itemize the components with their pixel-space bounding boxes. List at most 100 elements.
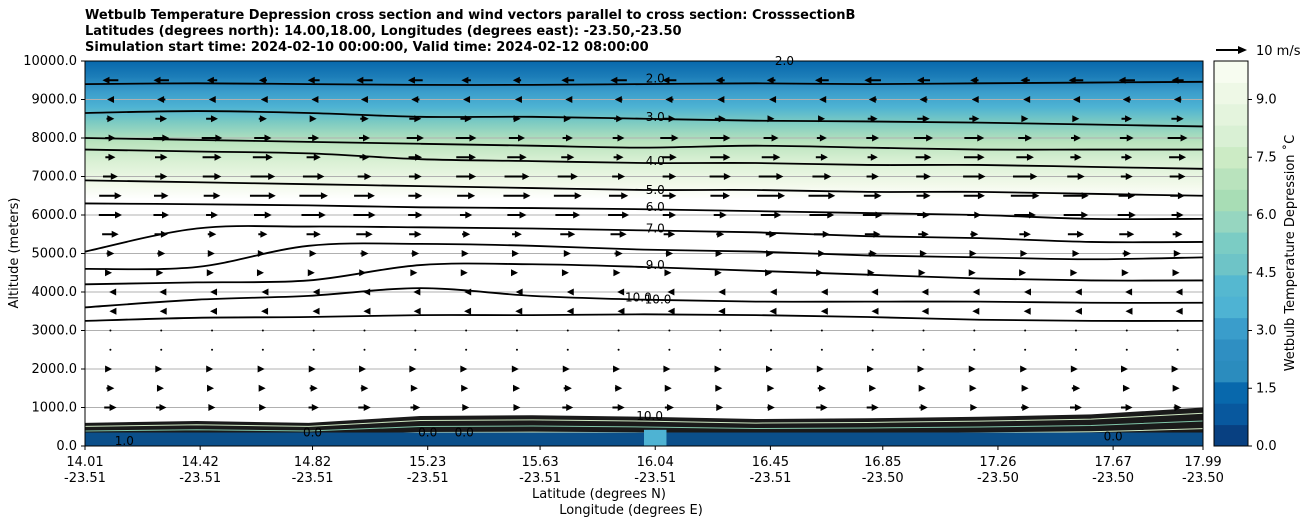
wind-vector [765,230,777,238]
x-tick-label-lat: 16.45 [752,455,789,470]
wind-vector-head [1074,288,1082,296]
wind-vector [1073,96,1081,103]
wind-vector [1024,329,1027,332]
x-tick-label-lon: -23.51 [179,471,221,486]
wind-vector [106,384,115,392]
wind-vector-head [102,76,110,84]
wind-vector [360,115,369,123]
wind-vector [718,307,726,315]
wind-vector [562,404,574,411]
wind-vector-head [206,269,214,277]
wind-vector-head [561,269,569,277]
wind-vector [208,404,216,411]
wind-vector-head [264,134,272,142]
wind-vector [871,307,879,315]
wind-vector [1173,250,1181,257]
wind-vector [767,404,775,411]
wind-vector-head [723,153,731,161]
wind-vector-head [1179,153,1187,161]
wind-vector-head [818,250,826,257]
wind-vector-head [613,365,621,373]
wind-vector-head [970,404,978,411]
wind-vector [309,384,318,392]
x-tick-label-lat: 14.01 [66,455,103,470]
wind-vector-head [714,365,722,373]
wind-vector [507,153,527,161]
wind-vector-head [972,288,980,296]
wind-vector [258,115,267,123]
wind-vector-head [107,384,115,392]
y-tick-label: 0.0 [56,439,77,454]
wind-vector [515,329,518,332]
contour-label: 5.0 [646,183,665,197]
wind-vector [109,348,112,351]
wind-vector [153,76,169,84]
wind-vector-head [621,192,629,200]
wind-vector [1018,134,1033,142]
wind-vector [963,192,985,200]
wind-vector-head [870,153,878,161]
contour-label: 4.0 [646,154,665,168]
wind-vector [1173,96,1182,103]
wind-vector [1021,115,1029,123]
wind-vector-head [978,173,986,180]
wind-vector-head [363,134,371,142]
colorbar-segment [1214,424,1248,447]
wind-vector [159,307,167,315]
wind-vector [710,134,731,142]
wind-vector [462,230,471,238]
wind-vector [410,404,421,411]
wind-vector-head [312,307,320,315]
colorbar-segment [1214,167,1248,190]
wind-vector [105,153,116,161]
wind-vector-head [109,307,117,315]
contour-label: 0.0 [1104,429,1123,443]
wind-vector [769,288,777,296]
wind-vector-head [414,230,422,238]
wind-vector-head [923,192,931,200]
wind-vector-head [1177,192,1185,200]
wind-vector-head [469,134,477,142]
isoline [85,313,1203,322]
wind-vector-head [718,288,726,296]
wind-vector-head [613,269,621,277]
wind-vector [1125,288,1133,296]
y-tick-label: 9000.0 [32,93,78,108]
wind-vector-head [1022,404,1030,411]
wind-vector-head [1172,384,1180,392]
chart-title-line-3: Simulation start time: 2024-02-10 00:00:… [85,40,649,55]
wind-vector [964,134,985,142]
wind-vector-head [1073,134,1081,142]
wind-vector [709,173,731,180]
wind-vector [972,307,980,315]
wind-vector-head [820,307,828,315]
wind-vector-head [824,173,832,180]
wind-vector [258,76,267,84]
isoline [85,80,1203,86]
wind-vector [868,250,877,257]
wind-vector [563,384,572,392]
wind-vector [409,365,417,373]
wind-vector-head [257,365,265,373]
wind-vector [312,307,320,315]
colorbar-segment [1214,296,1248,319]
wind-vector-head [767,404,775,411]
wind-vector-head [814,76,822,84]
wind-vector-head [723,173,731,180]
wind-vector [460,365,468,373]
wind-vector [455,134,477,142]
wind-vector-head [723,192,731,200]
wind-vector-head [921,288,929,296]
wind-vector [664,384,672,392]
wind-vector-head [109,404,117,411]
wind-vector [202,173,222,180]
wind-vector-head [307,269,315,277]
wind-vector-head [1068,76,1076,84]
wind-vector [1176,348,1179,351]
wind-vector [1170,192,1185,200]
contour-label: 1.0 [115,434,134,448]
wind-vector [817,384,827,392]
wind-vector-head [210,115,218,123]
wind-vector-head [460,269,468,277]
wind-vector [663,365,671,373]
